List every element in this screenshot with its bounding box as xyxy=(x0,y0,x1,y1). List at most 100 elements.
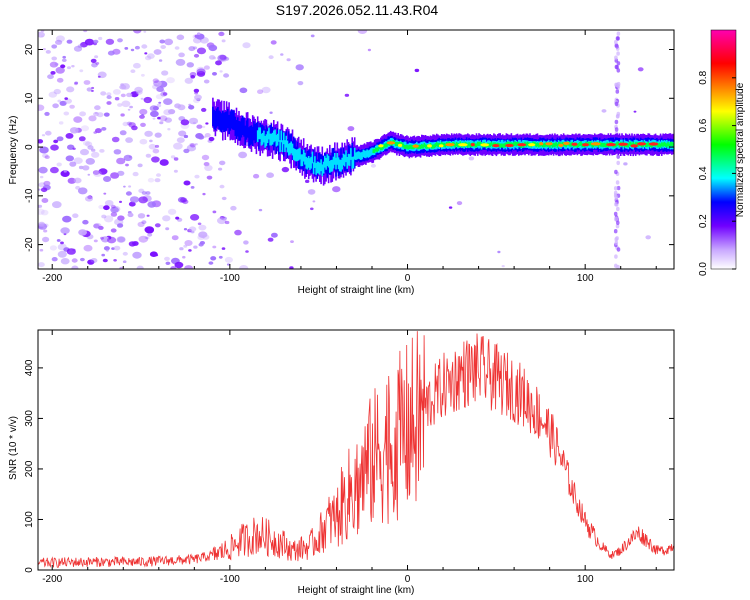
noise-blob xyxy=(87,259,95,265)
noise-blob xyxy=(78,136,86,142)
ridge-band xyxy=(255,122,258,142)
ridge-band xyxy=(319,162,321,175)
noise-blob xyxy=(55,66,65,74)
noise-blob xyxy=(332,186,341,193)
noise-blob xyxy=(103,246,110,251)
noise-blob xyxy=(124,47,129,50)
noise-blob xyxy=(147,233,153,237)
noise-blob xyxy=(86,87,93,92)
noise-blob xyxy=(44,155,50,160)
ridge-band xyxy=(659,143,662,148)
ridge-band xyxy=(304,152,306,165)
ridge-band xyxy=(263,130,265,143)
noise-blob xyxy=(100,236,104,240)
streak-blob xyxy=(614,237,618,242)
ridge-band xyxy=(554,143,556,148)
noise-blob xyxy=(83,140,90,146)
ridge-band xyxy=(259,127,261,140)
noise-blob xyxy=(190,186,195,189)
snr-marks xyxy=(38,331,674,568)
noise-blob xyxy=(221,247,226,250)
ridge-band xyxy=(426,144,428,149)
noise-blob xyxy=(144,236,148,239)
noise-blob xyxy=(67,66,71,70)
streak-blob xyxy=(614,254,618,259)
noise-blob xyxy=(173,157,179,161)
noise-blob xyxy=(194,94,202,101)
ridge-band xyxy=(549,143,551,148)
ridge-hotspot xyxy=(558,143,564,147)
noise-blob xyxy=(74,82,78,86)
streak-blob xyxy=(615,65,619,70)
noise-blob xyxy=(190,75,196,79)
ridge-band xyxy=(407,145,409,150)
ridge-band xyxy=(301,154,304,167)
noise-blob xyxy=(197,222,202,226)
noise-blob xyxy=(196,124,203,129)
noise-blob xyxy=(188,226,197,232)
noise-blob xyxy=(127,108,131,111)
colorbar-tick-label: 0.0 xyxy=(698,262,709,276)
ridge-band xyxy=(616,141,618,146)
noise-blob xyxy=(138,235,149,243)
noise-blob xyxy=(221,39,226,43)
noise-blob xyxy=(153,80,162,87)
ridge-band xyxy=(561,142,564,147)
chart-title: S197.2026.052.11.43.R04 xyxy=(276,2,439,18)
noise-blob xyxy=(66,39,73,44)
ridge-band xyxy=(310,156,312,169)
noise-blob xyxy=(126,92,133,98)
ridge-band xyxy=(230,109,233,129)
ridge-band xyxy=(225,111,228,131)
noise-blob xyxy=(80,125,89,132)
noise-blob xyxy=(62,55,66,59)
ridge-band xyxy=(331,148,334,168)
streak-blob xyxy=(614,169,618,175)
noise-blob xyxy=(144,226,155,234)
noise-blob xyxy=(83,30,88,33)
noise-blob xyxy=(114,218,124,226)
ridge-band xyxy=(601,142,603,147)
noise-blob xyxy=(38,188,41,191)
ridge-band xyxy=(251,126,254,147)
noise-blob xyxy=(69,127,79,134)
noise-blob xyxy=(140,97,144,100)
ridge-band xyxy=(314,156,316,168)
noise-blob xyxy=(173,169,178,173)
ridge-band xyxy=(602,143,605,148)
noise-blob xyxy=(101,253,105,257)
ridge-band xyxy=(667,141,669,146)
noise-blob xyxy=(196,47,207,55)
ridge-band xyxy=(489,142,491,147)
ridge-band xyxy=(329,161,331,173)
noise-blob xyxy=(105,38,115,45)
noise-blob xyxy=(50,71,56,75)
noise-blob xyxy=(114,97,120,101)
ridge-band xyxy=(587,141,590,146)
noise-blob xyxy=(218,255,223,259)
ridge-band xyxy=(603,142,606,147)
colorbar-frame xyxy=(710,29,737,270)
colorbar-ticks: 0.0 0.2 0.4 0.6 0.8 xyxy=(698,29,737,276)
ridge-band xyxy=(325,157,327,170)
ridge-band xyxy=(302,149,305,162)
ridge-band xyxy=(383,143,386,148)
noise-blob xyxy=(73,157,83,164)
streak-blob xyxy=(616,31,621,36)
ridge-hotspot xyxy=(571,142,578,146)
noise-blob xyxy=(156,86,164,92)
noise-blob xyxy=(220,31,223,34)
noise-blob xyxy=(60,227,70,235)
noise-blob xyxy=(95,62,100,65)
noise-blob xyxy=(189,143,196,148)
ridge-band xyxy=(648,142,651,147)
ridge-band xyxy=(334,153,336,165)
noise-blob xyxy=(198,242,204,247)
noise-blob xyxy=(183,244,188,248)
noise-blob xyxy=(57,243,67,251)
ridge-band xyxy=(276,133,279,146)
streak-blob xyxy=(614,43,619,48)
ridge-band xyxy=(232,110,234,130)
ridge-band xyxy=(270,133,273,146)
ridge-band xyxy=(235,119,238,140)
